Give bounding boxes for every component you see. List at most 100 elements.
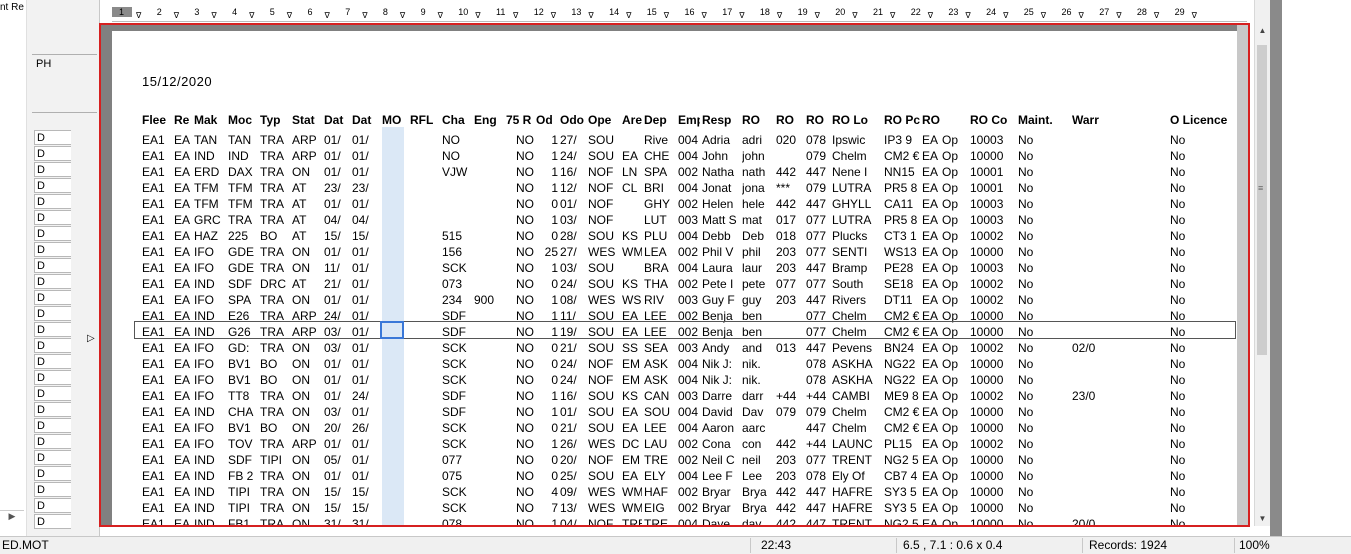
ruler-tab-stop-icon[interactable]: ∇ — [1003, 11, 1009, 20]
ruler-tick-label: 15 — [646, 7, 657, 17]
ruler-tab-stop-icon[interactable]: ∇ — [1153, 11, 1160, 20]
table-cell: Ipswic — [832, 133, 866, 147]
column-header[interactable]: MO — [382, 113, 402, 127]
ruler-tab-stop-icon[interactable]: ∇ — [324, 11, 330, 20]
table-cell: TRA — [260, 245, 284, 259]
column-header[interactable]: Dep — [644, 113, 667, 127]
band-row-label: D — [34, 418, 71, 433]
column-header[interactable]: Ope — [588, 113, 612, 127]
column-header[interactable]: Mak — [194, 113, 218, 127]
table-cell: EA — [922, 389, 939, 403]
column-header[interactable]: RO Pc — [884, 113, 920, 127]
band-row-label: D — [34, 498, 71, 513]
column-header[interactable]: RO — [742, 113, 760, 127]
table-cell: 10001 — [970, 165, 1004, 179]
band-row-label: D — [34, 434, 71, 449]
ruler-tab-stop-icon[interactable]: ∇ — [965, 11, 971, 20]
table-cell: EA — [174, 501, 191, 515]
ruler-tab-stop-icon[interactable]: ∇ — [211, 11, 217, 20]
table-cell: EA — [922, 149, 939, 163]
table-cell: 01/ — [352, 405, 369, 419]
column-header[interactable]: Resp — [702, 113, 732, 127]
table-cell: Chelm — [832, 325, 867, 339]
ruler-tab-stop-icon[interactable]: ∇ — [1191, 11, 1197, 20]
column-header[interactable]: RO HR — [922, 113, 942, 127]
ruler-tab-stop-icon[interactable]: ∇ — [890, 11, 896, 20]
table-cell: jona — [742, 181, 765, 195]
table-cell: 16/ — [560, 165, 577, 179]
column-header[interactable]: Od — [536, 113, 553, 127]
column-header[interactable]: Odo — [560, 113, 584, 127]
column-header[interactable]: Cha — [442, 113, 465, 127]
ruler-tab-stop-icon[interactable]: ∇ — [701, 11, 707, 20]
ruler-tab-stop-icon[interactable]: ∇ — [1116, 11, 1122, 20]
table-cell: TRA — [260, 133, 284, 147]
table-cell: EA — [922, 181, 939, 195]
table-cell: GHYLL — [832, 197, 872, 211]
ruler-tab-stop-icon[interactable]: ∇ — [852, 11, 858, 20]
ruler-tab-stop-icon[interactable]: ∇ — [475, 11, 481, 20]
ruler-tab-stop-icon[interactable]: ∇ — [626, 11, 632, 20]
column-header[interactable]: Typ — [260, 113, 281, 127]
ruler-tab-stop-icon[interactable]: ∇ — [513, 11, 519, 20]
column-header[interactable]: Dat — [324, 113, 344, 127]
ruler-tab-stop-icon[interactable]: ∇ — [1078, 11, 1084, 20]
column-header[interactable]: Flee — [142, 113, 167, 127]
scroll-up-icon[interactable]: ▲ — [1258, 26, 1267, 35]
selected-row[interactable] — [134, 321, 1236, 339]
scroll-down-icon[interactable]: ▼ — [1258, 514, 1267, 523]
ruler-tab-stop-icon[interactable]: ∇ — [814, 11, 820, 20]
ruler-tab-stop-icon[interactable]: ∇ — [437, 11, 443, 20]
column-header[interactable]: Moc — [228, 113, 252, 127]
column-header[interactable]: RFL — [410, 113, 434, 127]
table-cell: 079 — [806, 181, 827, 195]
column-header[interactable]: Emp — [678, 113, 700, 127]
scroll-thumb[interactable] — [1257, 45, 1267, 355]
ruler-tab-stop-icon[interactable]: ∇ — [663, 11, 670, 20]
table-cell: ON — [292, 469, 310, 483]
ruler-tab-stop-icon[interactable]: ∇ — [776, 11, 783, 20]
table-cell: 077 — [806, 309, 827, 323]
ruler-tick-label: 7 — [345, 7, 351, 17]
table-cell: Pete I — [702, 277, 734, 291]
table-cell: 1 — [551, 261, 558, 275]
column-header[interactable]: O Licence — [1170, 113, 1228, 127]
left-pane-scroll-right-icon[interactable]: ▶ — [0, 510, 24, 525]
table-cell: NOF — [588, 517, 614, 527]
column-header[interactable]: RO Lo — [832, 113, 868, 127]
ruler-tab-stop-icon[interactable]: ∇ — [1040, 11, 1047, 20]
ruler-tab-stop-icon[interactable]: ∇ — [249, 11, 255, 20]
column-header[interactable]: Eng — [474, 113, 497, 127]
table-cell: No — [1018, 469, 1034, 483]
ruler-tab-stop-icon[interactable]: ∇ — [399, 11, 406, 20]
ruler-tick-label: 3 — [194, 7, 200, 17]
column-header[interactable]: Stat — [292, 113, 315, 127]
column-header[interactable]: Re — [174, 113, 190, 127]
column-header[interactable]: Dat — [352, 113, 372, 127]
ruler-tab-stop-icon[interactable]: ∇ — [927, 11, 934, 20]
table-cell: NO — [516, 133, 534, 147]
selected-field[interactable] — [380, 321, 404, 339]
ruler-tab-stop-icon[interactable]: ∇ — [136, 11, 142, 20]
ruler-tab-stop-icon[interactable]: ∇ — [588, 11, 594, 20]
ruler-tab-stop-icon[interactable]: ∇ — [286, 11, 293, 20]
ruler-tab-stop-icon[interactable]: ∇ — [739, 11, 745, 20]
table-cell: EM — [622, 357, 640, 371]
column-header[interactable]: Warr — [1072, 113, 1099, 127]
ruler-tab-stop-icon[interactable]: ∇ — [173, 11, 180, 20]
ruler-tab-stop-icon[interactable]: ∇ — [362, 11, 368, 20]
table-cell: 447 — [806, 485, 827, 499]
vertical-scrollbar[interactable]: ▲ ≡ ▼ — [1254, 23, 1270, 526]
ruler-margin-handle[interactable] — [112, 7, 132, 17]
column-header[interactable]: 75 R — [506, 113, 532, 127]
column-header[interactable]: Maint. — [1018, 113, 1053, 127]
table-cell: EA — [922, 421, 939, 435]
table-cell: KS — [622, 277, 639, 291]
column-header[interactable]: RO Co — [970, 113, 1008, 127]
table-cell: EA — [174, 229, 191, 243]
table-cell: 24/ — [560, 357, 577, 371]
column-header[interactable]: Are — [622, 113, 642, 127]
column-header[interactable]: RO — [776, 113, 794, 127]
ruler-tab-stop-icon[interactable]: ∇ — [550, 11, 557, 20]
column-header[interactable]: RO — [806, 113, 824, 127]
